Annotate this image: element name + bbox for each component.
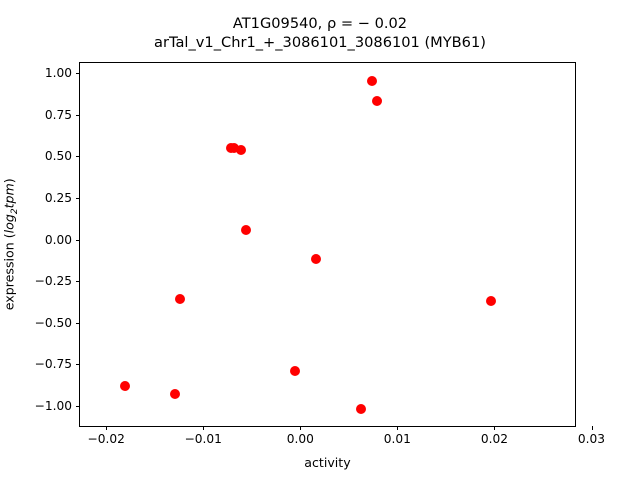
x-axis-tick: [591, 426, 593, 430]
scatter-point: [310, 254, 321, 265]
scatter-point: [485, 296, 496, 307]
x-axis-tick-label: 0.01: [383, 432, 411, 446]
scatter-point: [236, 144, 247, 155]
scatter-point: [240, 224, 251, 235]
y-axis-tick: [76, 156, 80, 158]
scatter-point: [229, 142, 240, 153]
x-axis-tick-label: −0.01: [184, 432, 222, 446]
y-axis-tick: [76, 281, 80, 283]
scatter-point: [290, 366, 301, 377]
y-axis-label-italic-log: log: [1, 214, 17, 234]
scatter-point: [372, 96, 382, 107]
plot-axes: −0.02 −0.01 0.00 0.01 0.02 0.03 −1.00 −0.75 −0.5…: [35, 62, 605, 446]
y-axis-label: expression (log2tpm): [0, 62, 22, 427]
scatter-point: [170, 389, 181, 400]
y-axis-tick: [76, 197, 80, 199]
chart-title-line-1: AT1G09540, ρ = − 0.02: [232, 15, 408, 32]
y-axis-label-italic-tpm: tpm: [1, 183, 17, 209]
x-axis-label: activity: [304, 455, 351, 470]
y-axis-tick-label: 0.25: [44, 190, 72, 205]
x-axis-tick-label: 0.02: [480, 432, 509, 446]
x-axis-tick: [397, 426, 399, 430]
scatter-point: [356, 404, 367, 415]
y-axis-tick-label: −0.50: [34, 315, 72, 330]
y-axis-tick-label: −0.25: [34, 274, 72, 289]
data-plot-area: [80, 63, 575, 426]
y-axis-tick-label: 0.75: [44, 107, 72, 122]
y-axis-tick-label: −0.75: [34, 357, 72, 372]
scatter-point: [367, 76, 378, 87]
y-axis-label-text: expression (log2tpm): [2, 179, 21, 311]
x-axis-tick-label: −0.02: [87, 432, 125, 446]
x-axis-tick: [300, 426, 302, 430]
y-axis-tick: [76, 364, 80, 366]
chart-title-line-2: arTal_v1_Chr1_+_3086101_3086101 (MYB61): [154, 34, 486, 51]
y-axis-tick: [76, 406, 80, 408]
y-axis-tick: [76, 114, 80, 116]
scatter-point: [119, 381, 130, 392]
y-axis-tick-label: 1.00: [44, 65, 72, 80]
x-axis-tick-label: 0.00: [286, 432, 314, 446]
y-axis-tick: [76, 239, 80, 241]
y-axis-tick: [76, 322, 80, 324]
y-axis-label-prefix: expression (: [1, 233, 17, 311]
chart-title: AT1G09540, ρ = − 0.02 arTal_v1_Chr1_+_30…: [0, 14, 640, 52]
y-axis-label-suffix: ): [1, 178, 17, 184]
y-axis-tick-label: −1.00: [34, 399, 72, 414]
scatter-point: [174, 294, 185, 305]
y-axis-label-subscript: 2: [10, 208, 21, 215]
y-axis-tick-label: 0.50: [44, 149, 72, 164]
y-axis-tick-label: 0.00: [44, 232, 72, 247]
x-axis-tick: [106, 426, 108, 430]
x-axis-tick-label: 0.03: [577, 432, 606, 446]
y-axis-tick: [76, 72, 80, 74]
x-axis-tick: [203, 426, 205, 430]
x-axis-tick: [494, 426, 496, 430]
